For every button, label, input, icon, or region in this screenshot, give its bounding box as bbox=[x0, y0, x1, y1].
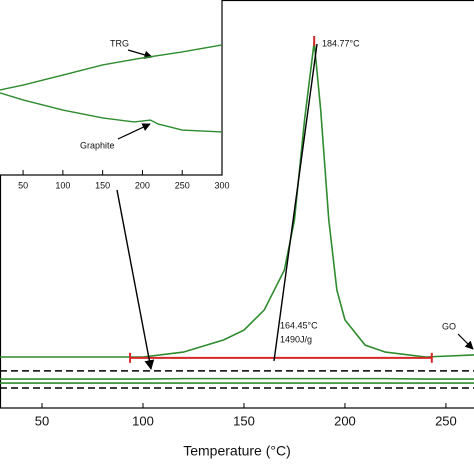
annotation: 164.45°C bbox=[280, 320, 318, 330]
series-line bbox=[0, 44, 223, 91]
series-line bbox=[0, 92, 223, 133]
x-tick-label: 50 bbox=[35, 413, 49, 428]
arrow bbox=[117, 123, 151, 140]
x-tick-label: 200 bbox=[135, 180, 150, 190]
series-line bbox=[0, 41, 474, 358]
x-tick-label: 250 bbox=[175, 180, 190, 190]
plot-frame bbox=[0, 0, 474, 409]
x-axis-label: Temperature (°C) bbox=[183, 443, 291, 459]
x-tick-label: 150 bbox=[95, 180, 110, 190]
arrow bbox=[116, 189, 155, 370]
annotation: 1490J/g bbox=[280, 334, 312, 344]
annotation: Graphite bbox=[80, 140, 115, 150]
x-tick-label: 300 bbox=[214, 180, 229, 190]
x-tick-label: 250 bbox=[435, 413, 457, 428]
leader-line bbox=[273, 43, 318, 362]
arrow bbox=[127, 49, 153, 59]
x-tick-label: 50 bbox=[18, 180, 28, 190]
annotation: TRG bbox=[110, 38, 129, 48]
annotation: GO bbox=[442, 321, 456, 331]
inset-frame bbox=[0, 0, 223, 176]
x-tick-label: 100 bbox=[55, 180, 70, 190]
annotation: 184.77°C bbox=[322, 38, 360, 48]
arrow bbox=[457, 333, 474, 350]
x-tick-label: 150 bbox=[233, 413, 255, 428]
x-tick-label: 100 bbox=[132, 413, 154, 428]
x-tick-label: 200 bbox=[334, 413, 356, 428]
